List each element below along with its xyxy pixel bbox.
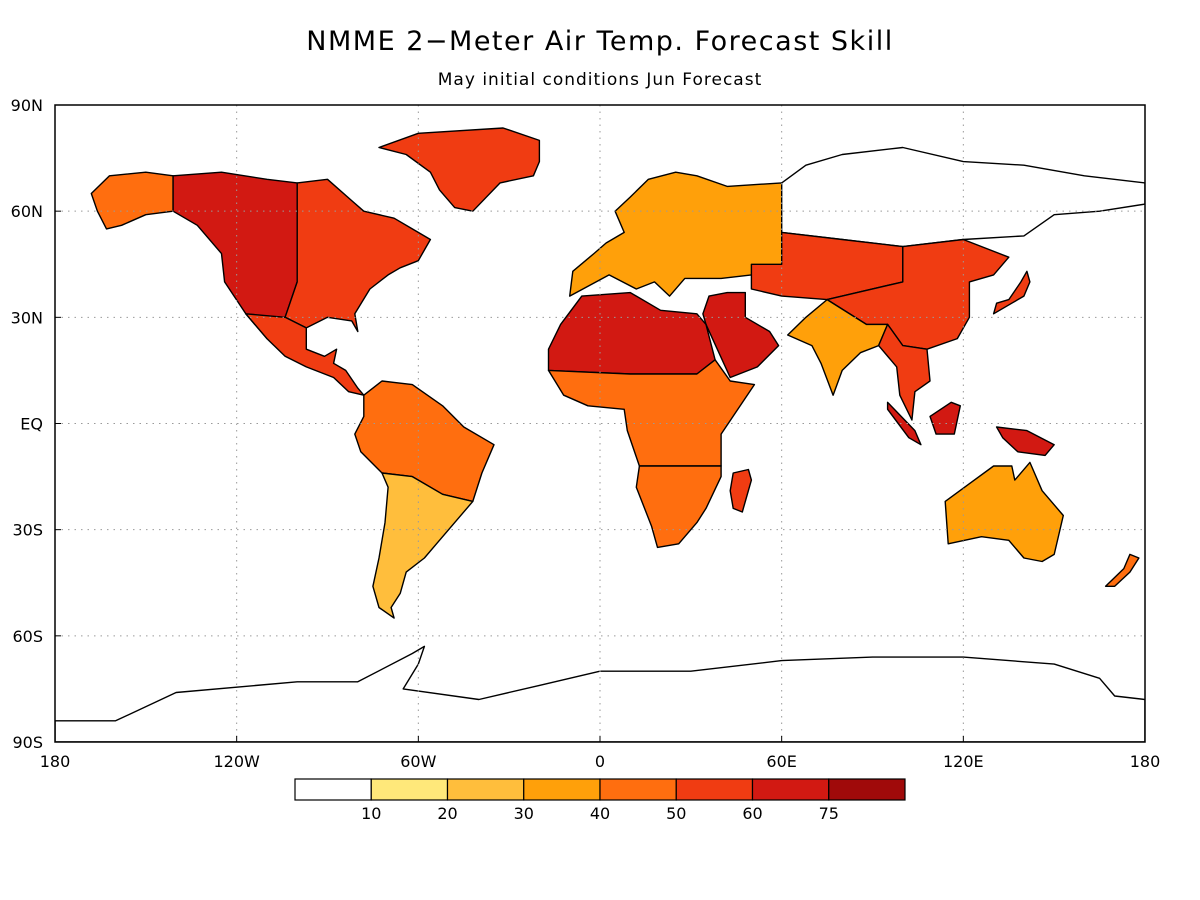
landmass-sahara: [547, 291, 716, 375]
landmass-western-north-america: [172, 171, 298, 340]
chart-title: NMME 2−Meter Air Temp. Forecast Skill: [306, 26, 894, 57]
landmass-australia: [944, 461, 1065, 563]
lon-tick-label: 120W: [213, 752, 260, 771]
landmass-southern-south-america: [372, 472, 474, 619]
colorbar-swatch: [599, 778, 677, 801]
colorbar-swatch: [446, 778, 525, 801]
colorbar-swatch: [370, 778, 449, 801]
landmass-central-america: [245, 313, 365, 396]
landmass-central-asia: [750, 231, 904, 301]
lat-tick-label: 90S: [12, 733, 43, 752]
lon-tick-label: 120E: [943, 752, 984, 771]
lat-tick-label: 30N: [11, 308, 43, 327]
landmass-arabian-peninsula: [702, 291, 780, 379]
landmass-central-africa: [547, 359, 756, 467]
colorbar-swatch: [675, 778, 754, 801]
lon-tick-label: 180: [40, 752, 71, 771]
colorbar-swatch: [828, 778, 906, 801]
landmass-madagascar: [729, 468, 753, 513]
lat-tick-label: 60N: [11, 202, 43, 221]
landmass-japan: [992, 270, 1031, 315]
colorbar-tick-label: 30: [514, 804, 534, 823]
colorbar-tick-label: 40: [590, 804, 610, 823]
landmass-antarctica: [55, 645, 1145, 742]
landmass-maritime-continent-sumatra: [886, 401, 922, 446]
landmass-india: [787, 298, 889, 396]
colorbar-swatch: [294, 778, 372, 801]
landmass-maritime-continent-borneo: [929, 401, 961, 435]
landmass-europe: [569, 171, 783, 297]
lat-tick-label: 90N: [11, 96, 43, 115]
lat-tick-label: 60S: [12, 627, 43, 646]
colorbar-swatch: [523, 778, 601, 801]
landmass-alaska: [90, 171, 174, 230]
landmass-new-zealand: [1104, 553, 1140, 587]
chart-subtitle: May initial conditions Jun Forecast: [437, 70, 763, 90]
colorbar-tick-label: 20: [437, 804, 457, 823]
lon-tick-label: 60W: [400, 752, 436, 771]
landmass-southern-africa: [635, 465, 722, 549]
lon-tick-label: 180: [1130, 752, 1161, 771]
colorbar-tick-label: 10: [361, 804, 381, 823]
colorbar-swatch: [751, 778, 830, 801]
lat-tick-label: 30S: [12, 521, 43, 540]
lat-tick-label: EQ: [20, 415, 43, 434]
landmass-maritime-continent-new-guinea: [995, 426, 1055, 457]
colorbar-tick-label: 60: [742, 804, 762, 823]
colorbar-tick-label: 75: [819, 804, 839, 823]
landmass-greenland: [378, 127, 541, 212]
lon-tick-label: 0: [595, 752, 605, 771]
colorbar-tick-label: 50: [666, 804, 686, 823]
lon-tick-label: 60E: [766, 752, 796, 771]
landmass-southeast-asia: [877, 323, 931, 421]
landmass-eastern-north-america: [284, 178, 432, 333]
